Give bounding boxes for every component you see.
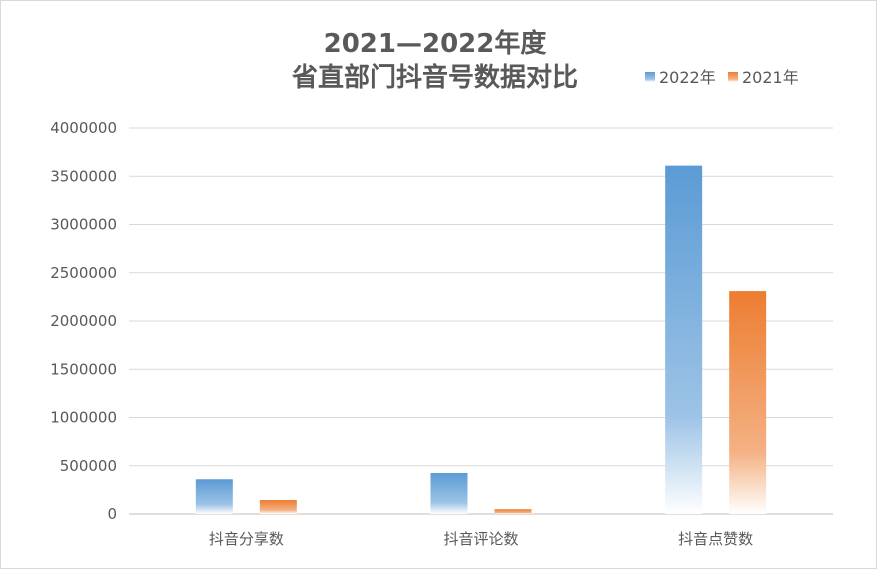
x-tick-label: 抖音点赞数: [678, 530, 753, 548]
legend: 2022年 2021年: [645, 68, 799, 87]
y-tick-label: 2000000: [50, 312, 117, 330]
chart-title-line2: 省直部门抖音号数据对比: [291, 62, 578, 93]
bar-2021-1: [494, 509, 532, 514]
bar-2022-1: [430, 472, 468, 514]
y-tick-label: 0: [107, 505, 117, 523]
legend-label-2022: 2022年: [659, 68, 716, 87]
bar-2021-2: [729, 291, 767, 514]
y-tick-label: 4000000: [50, 119, 117, 137]
x-tick-label: 抖音分享数: [209, 530, 284, 548]
y-tick-label: 3500000: [50, 167, 117, 185]
bar-2022-0: [195, 479, 233, 514]
chart-title-line1: 2021—2022年度: [324, 28, 547, 59]
bar-2022-2: [665, 165, 703, 514]
y-tick-label: 2500000: [50, 264, 117, 282]
y-axis-ticks: 0 500000 1000000 1500000 2000000 2500000 30000…: [50, 119, 117, 523]
y-tick-label: 1500000: [50, 360, 117, 378]
y-tick-label: 3000000: [50, 216, 117, 234]
x-tick-label: 抖音评论数: [443, 530, 518, 548]
legend-label-2021: 2021年: [742, 68, 799, 87]
bar-2021-0: [259, 500, 297, 514]
gridlines: [129, 127, 833, 515]
legend-swatch-2021: [728, 72, 738, 82]
y-tick-label: 500000: [60, 457, 117, 475]
bars: [195, 165, 767, 514]
y-tick-label: 1000000: [50, 409, 117, 427]
legend-swatch-2022: [645, 72, 655, 82]
x-axis-ticks: 抖音分享数 抖音评论数 抖音点赞数: [209, 530, 753, 548]
